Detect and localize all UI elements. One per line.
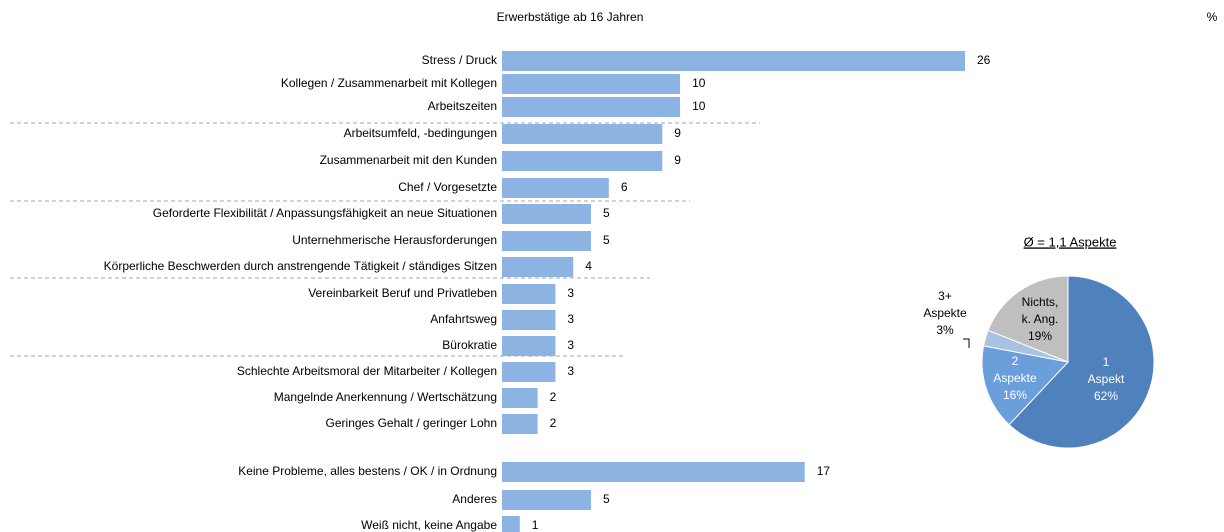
value-label: 17 (817, 464, 831, 478)
value-label: 3 (567, 286, 574, 300)
bar (502, 231, 592, 251)
category-label: Arbeitszeiten (428, 99, 497, 113)
value-label: 26 (977, 53, 991, 67)
slice-value-label: 19% (1028, 329, 1052, 343)
category-label: Kollegen / Zusammenarbeit mit Kollegen (281, 76, 497, 90)
value-label: 9 (674, 153, 681, 167)
bar (502, 51, 965, 71)
value-label: 10 (692, 99, 706, 113)
pie-slice (981, 345, 1069, 426)
pie-slice (987, 275, 1069, 363)
slice-value-label: 3% (936, 323, 954, 337)
bar (502, 414, 538, 434)
category-label: Weiß nicht, keine Angabe (361, 518, 497, 532)
category-label: Keine Probleme, alles bestens / OK / in … (238, 464, 497, 478)
bar (502, 362, 556, 382)
value-label: 5 (603, 206, 610, 220)
bar (502, 124, 663, 144)
category-label: Mangelnde Anerkennung / Wertschätzung (274, 390, 497, 404)
bar (502, 204, 592, 224)
category-label: Chef / Vorgesetzte (398, 180, 497, 194)
value-label: 5 (603, 492, 610, 506)
category-label: Arbeitsumfeld, -bedingungen (344, 126, 497, 140)
slice-value-label: 16% (1003, 388, 1027, 402)
pie-slice (1008, 275, 1155, 449)
bar (502, 516, 520, 532)
category-label: Anfahrtsweg (430, 312, 497, 326)
bar (502, 462, 805, 482)
slice-value-label: 62% (1094, 389, 1118, 403)
value-label: 2 (550, 390, 557, 404)
value-label: 3 (567, 312, 574, 326)
value-label: 10 (692, 76, 706, 90)
bar (502, 151, 663, 171)
value-label: 3 (567, 338, 574, 352)
bar (502, 178, 609, 198)
slice-label: k. Ang. (1022, 312, 1059, 326)
category-label: Anderes (452, 492, 497, 506)
category-label: Unternehmerische Herausforderungen (292, 233, 497, 247)
bar (502, 490, 592, 510)
slice-label: 3+ (938, 289, 952, 303)
slice-label: Aspekt (1088, 372, 1125, 386)
category-label: Schlechte Arbeitsmoral der Mitarbeiter /… (237, 364, 497, 378)
value-label: 2 (550, 416, 557, 430)
value-label: 4 (585, 259, 592, 273)
pie-title: Ø = 1,1 Aspekte (1024, 234, 1117, 249)
bar (502, 388, 538, 408)
value-label: 5 (603, 233, 610, 247)
bar (502, 310, 556, 330)
category-label: Geforderte Flexibilität / Anpassungsfähi… (153, 206, 497, 220)
value-label: 3 (567, 364, 574, 378)
bar (502, 336, 556, 356)
chart-title: Erwerbstätige ab 16 Jahren (497, 10, 644, 24)
bar (502, 74, 681, 94)
bar (502, 97, 681, 117)
category-label: Geringes Gehalt / geringer Lohn (326, 416, 497, 430)
value-label: 9 (674, 126, 681, 140)
unit-label: % (1207, 10, 1218, 24)
category-label: Bürokratie (442, 338, 497, 352)
slice-label: 2 (1012, 354, 1019, 368)
category-label: Zusammenarbeit mit den Kunden (320, 153, 497, 167)
leader-line (963, 338, 970, 348)
slice-label: 1 (1103, 355, 1110, 369)
bar (502, 257, 574, 277)
slice-label: Aspekte (923, 306, 967, 320)
slice-label: Nichts, (1022, 295, 1059, 309)
category-label: Stress / Druck (422, 53, 498, 67)
category-label: Körperliche Beschwerden durch anstrengen… (104, 259, 497, 273)
category-label: Vereinbarkeit Beruf und Privatleben (308, 286, 497, 300)
slice-label: Aspekte (993, 371, 1037, 385)
value-label: 1 (532, 518, 539, 532)
value-label: 6 (621, 180, 628, 194)
bar (502, 284, 556, 304)
